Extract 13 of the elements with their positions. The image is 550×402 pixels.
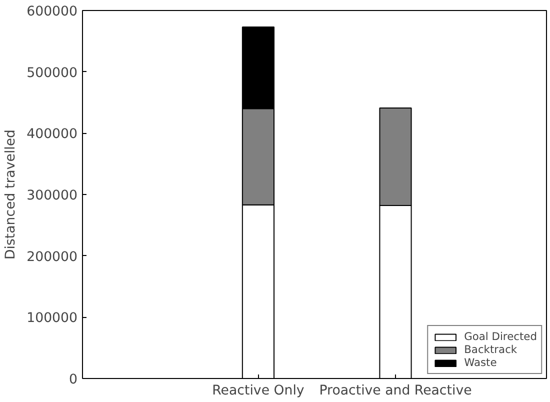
y-tick-label: 400000 — [26, 127, 78, 142]
y-tick-label: 200000 — [26, 250, 78, 265]
x-tick-label: Reactive Only — [212, 384, 304, 398]
y-tick-label: 300000 — [26, 188, 78, 204]
legend-label: Goal Directed — [464, 330, 537, 343]
y-tick-label: 0 — [69, 372, 78, 388]
legend-label: Waste — [464, 356, 497, 369]
y-axis-title: Distanced travelled — [4, 129, 19, 260]
x-tick-label: Proactive and Reactive — [319, 384, 472, 398]
y-tick-label: 100000 — [26, 311, 78, 326]
y-tick-label: 600000 — [26, 4, 78, 20]
y-tick-label: 500000 — [26, 66, 78, 81]
legend-label: Backtrack — [464, 343, 518, 356]
